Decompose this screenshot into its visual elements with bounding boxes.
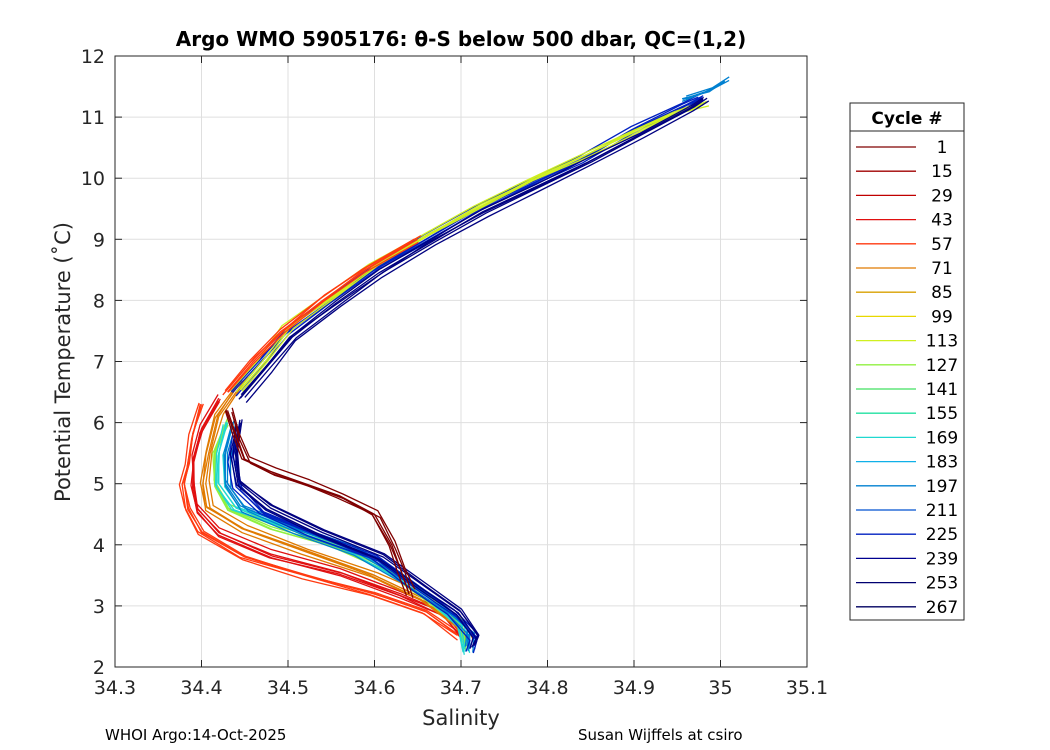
chart-title: Argo WMO 5905176: θ-S below 500 dbar, QC… bbox=[176, 27, 746, 51]
y-axis-ticks: 2 3 4 5 6 7 8 9 10 11 12 bbox=[81, 46, 807, 679]
legend-entry-label: 1 bbox=[937, 138, 948, 158]
grid-lines bbox=[114, 55, 808, 668]
legend-entry-label: 239 bbox=[926, 549, 958, 569]
series-line bbox=[681, 81, 725, 103]
y-axis-label: Potential Temperature (˚C) bbox=[51, 222, 75, 502]
legend-entry-label: 127 bbox=[926, 356, 958, 376]
series-line bbox=[199, 379, 467, 642]
y-tick-label: 11 bbox=[81, 107, 105, 129]
series-layer bbox=[178, 76, 730, 655]
series-line bbox=[181, 407, 458, 641]
y-tick-label: 7 bbox=[93, 352, 105, 374]
legend-entry-label: 141 bbox=[926, 380, 958, 400]
x-tick-label: 34.4 bbox=[180, 677, 222, 699]
legend-entry-label: 267 bbox=[926, 598, 958, 618]
legend-title: Cycle # bbox=[871, 109, 942, 129]
series-line bbox=[241, 105, 710, 392]
legend-entry-label: 225 bbox=[926, 525, 958, 545]
x-tick-label: 34.9 bbox=[613, 677, 655, 699]
y-tick-label: 12 bbox=[81, 46, 105, 68]
x-tick-label: 34.8 bbox=[526, 677, 568, 699]
legend-entry-label: 155 bbox=[926, 404, 958, 424]
x-axis-ticks: 34.3 34.4 34.5 34.6 34.7 34.8 34.9 35 35.1 bbox=[94, 56, 828, 699]
series-line bbox=[685, 76, 730, 97]
legend-entry-label: 113 bbox=[926, 332, 958, 352]
legend: Cycle # 1 15 29 43 57 71 85 99 113 127 141 155 169 18… bbox=[849, 102, 965, 621]
legend-entry-label: 183 bbox=[926, 453, 958, 473]
series-line bbox=[239, 101, 708, 390]
series-line bbox=[183, 403, 464, 636]
x-tick-label: 34.6 bbox=[353, 677, 395, 699]
series-line bbox=[227, 241, 419, 393]
x-tick-label: 34.3 bbox=[94, 677, 136, 699]
y-tick-label: 9 bbox=[93, 229, 105, 251]
series-line bbox=[224, 410, 408, 596]
x-tick-label: 34.7 bbox=[440, 677, 482, 699]
series-line bbox=[234, 419, 479, 645]
series-line bbox=[231, 411, 414, 598]
plot-area: 34.3 34.4 34.5 34.6 34.7 34.8 34.9 35 35.1 2 3 4 5 6… bbox=[81, 46, 828, 699]
x-tick-label: 35 bbox=[708, 677, 732, 699]
series-line bbox=[240, 96, 704, 396]
series-line bbox=[232, 424, 477, 648]
x-tick-label: 34.5 bbox=[267, 677, 309, 699]
y-tick-label: 10 bbox=[81, 168, 105, 190]
legend-entry-label: 15 bbox=[931, 162, 953, 182]
series-line bbox=[236, 419, 480, 645]
legend-entry-label: 85 bbox=[931, 283, 953, 303]
legend-entry-label: 197 bbox=[926, 477, 958, 497]
y-tick-label: 5 bbox=[93, 474, 105, 496]
series-line bbox=[229, 424, 474, 649]
x-tick-label: 35.1 bbox=[786, 677, 828, 699]
series-line bbox=[224, 238, 415, 392]
series-line bbox=[227, 432, 471, 652]
legend-entries: 1 15 29 43 57 71 85 99 113 127 141 155 169 183 197 211 2… bbox=[856, 138, 958, 618]
legend-entry-label: 211 bbox=[926, 501, 958, 521]
legend-entry-label: 43 bbox=[931, 211, 953, 231]
legend-entry-label: 99 bbox=[931, 307, 953, 327]
series-line bbox=[226, 410, 410, 594]
footer-right: Susan Wijffels at csiro bbox=[578, 726, 743, 744]
legend-entry-label: 71 bbox=[931, 259, 953, 279]
legend-entry-label: 29 bbox=[931, 186, 953, 206]
series-line bbox=[191, 401, 467, 645]
footer-left: WHOI Argo:14-Oct-2025 bbox=[105, 726, 287, 744]
legend-entry-label: 253 bbox=[926, 574, 958, 594]
series-line bbox=[231, 407, 416, 590]
series-line bbox=[245, 100, 710, 404]
y-tick-label: 4 bbox=[93, 535, 105, 557]
y-tick-label: 6 bbox=[93, 413, 105, 435]
y-tick-label: 8 bbox=[93, 290, 105, 312]
x-axis-label: Salinity bbox=[422, 706, 500, 730]
series-line bbox=[238, 99, 704, 400]
series-line bbox=[202, 379, 467, 647]
legend-entry-label: 57 bbox=[931, 235, 953, 255]
y-tick-label: 2 bbox=[93, 657, 105, 679]
legend-entry-label: 169 bbox=[926, 428, 958, 448]
y-tick-label: 3 bbox=[93, 596, 105, 618]
series-line bbox=[222, 240, 413, 396]
